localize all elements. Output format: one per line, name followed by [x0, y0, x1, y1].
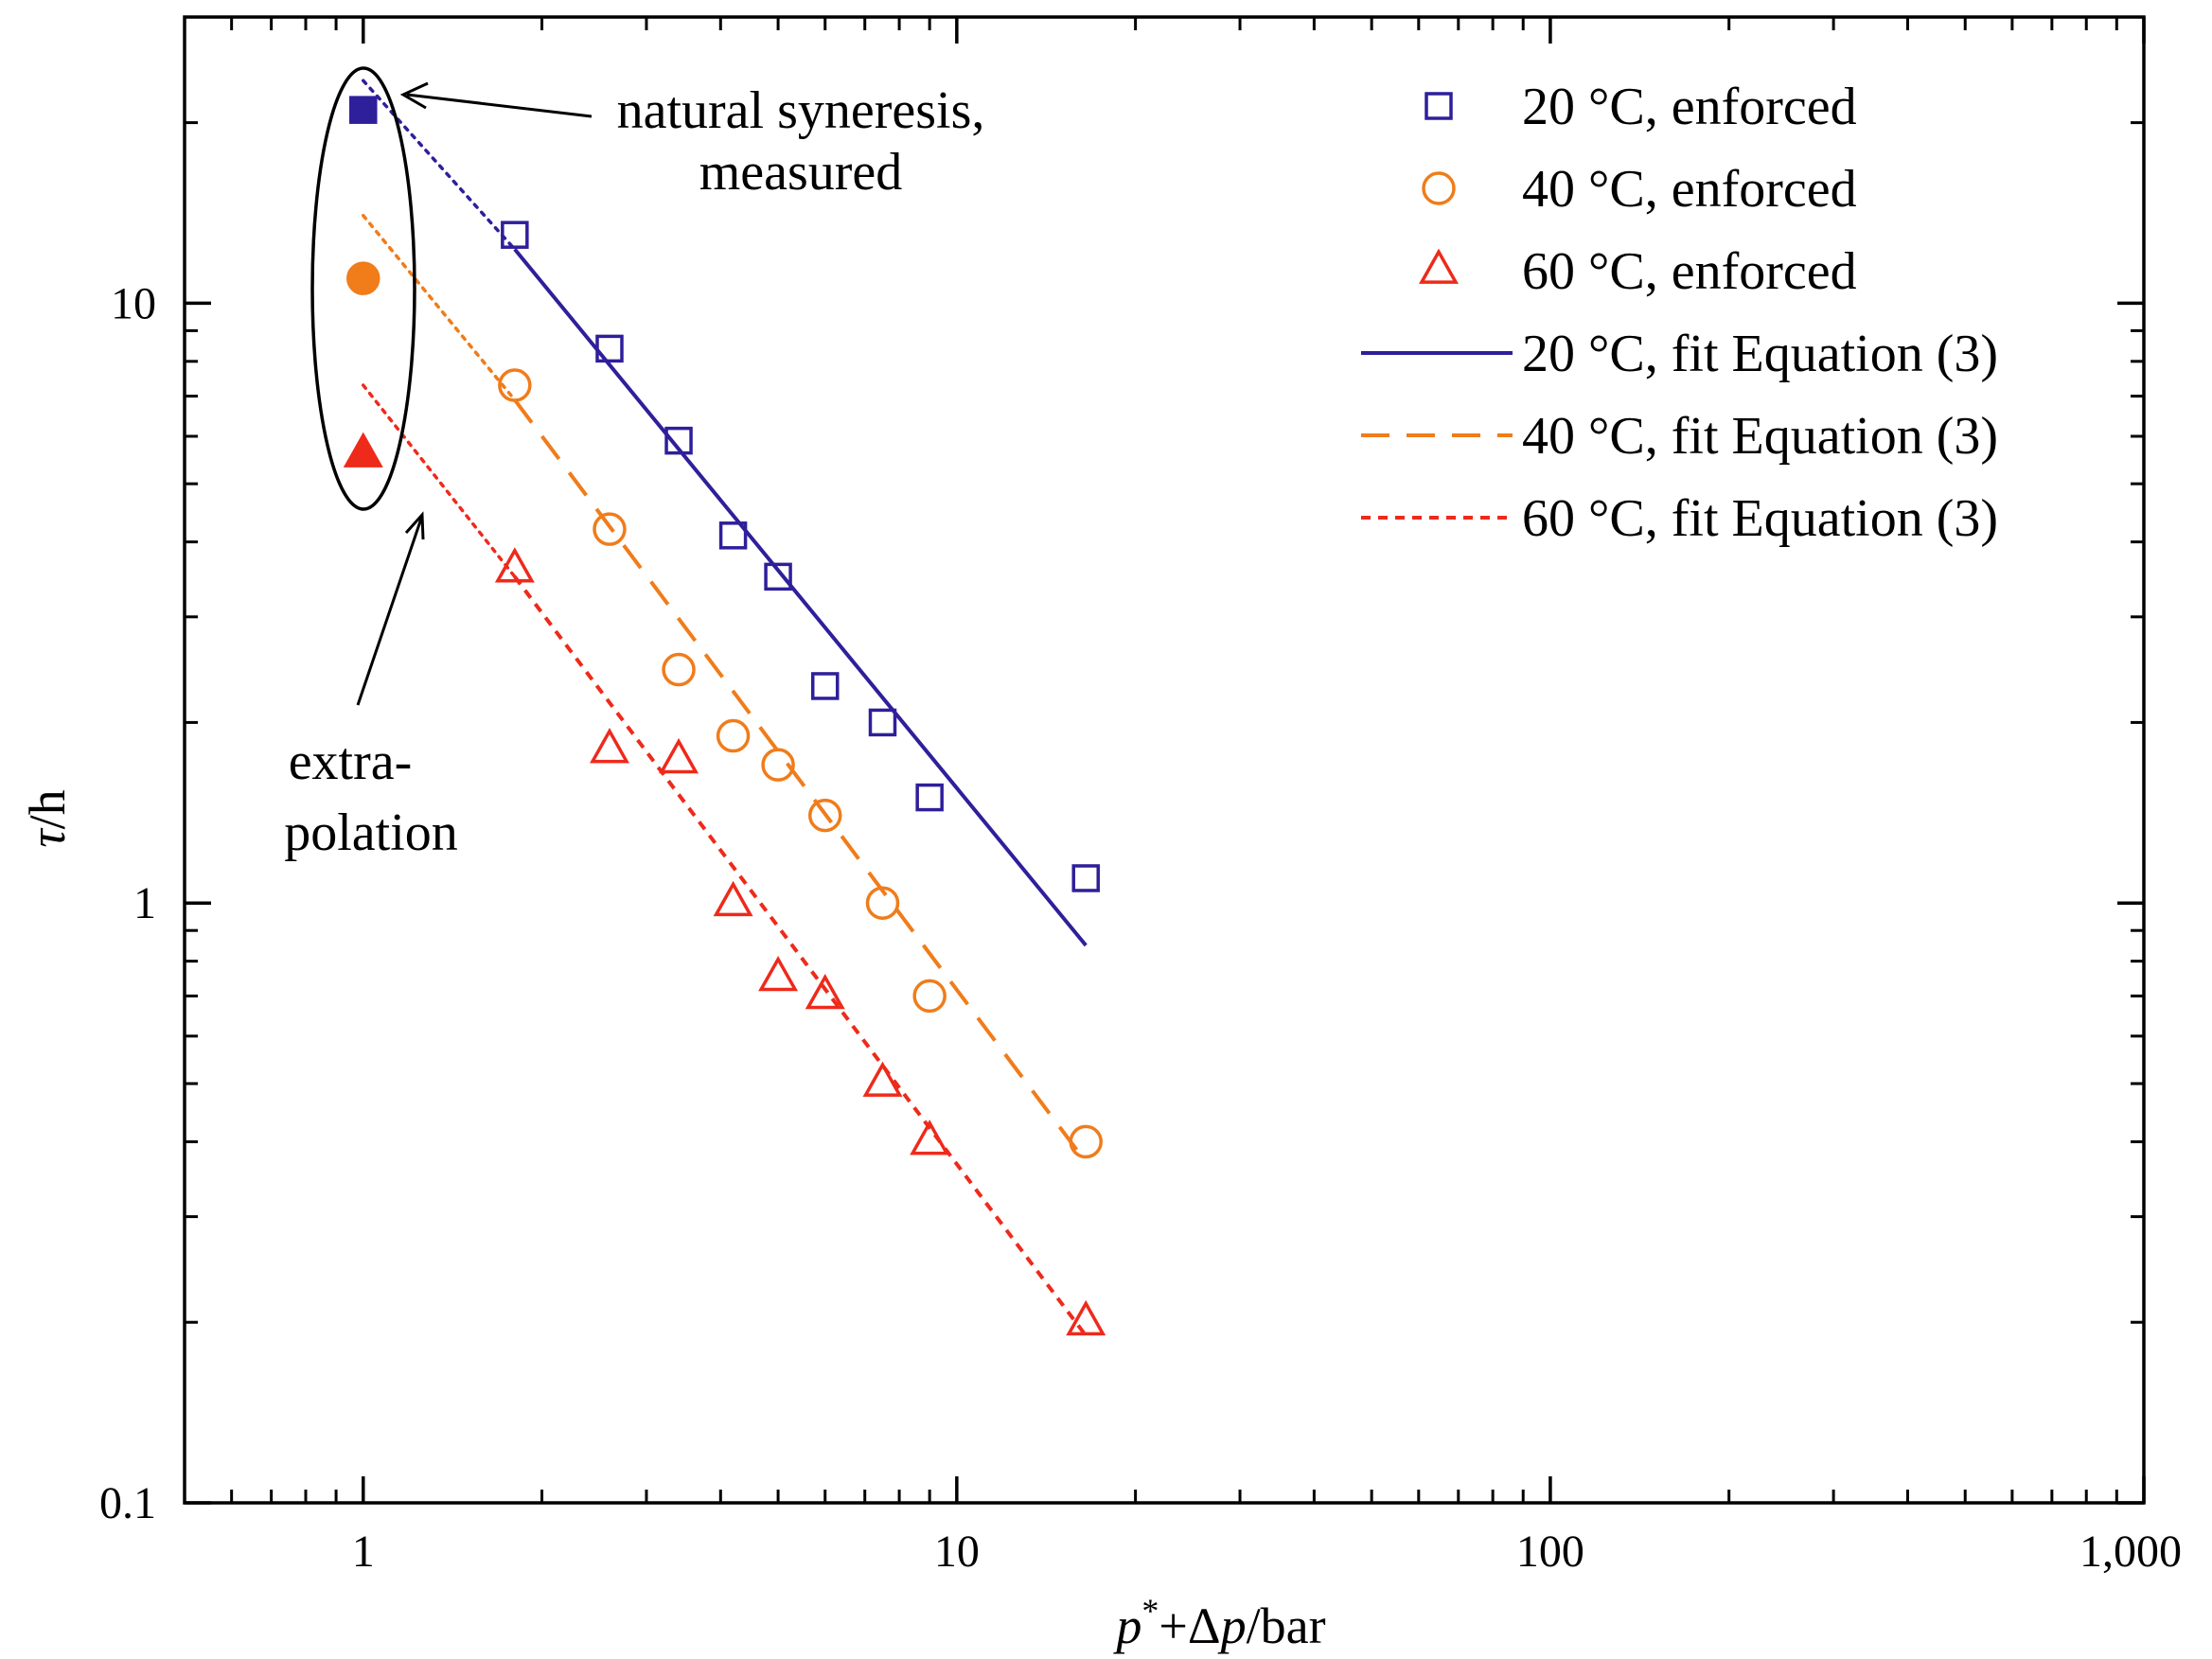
data-point [716, 718, 751, 753]
data-point [1071, 864, 1100, 892]
data-point [807, 798, 842, 833]
data-point [758, 955, 799, 992]
legend-label: 20 °C, fit Equation (3) [1522, 325, 1998, 383]
data-point [494, 547, 535, 583]
fit-lines [362, 79, 1088, 1337]
annotation-natural-line1: natural syneresis, [617, 81, 985, 140]
data-point [501, 221, 529, 249]
measured-point [343, 432, 383, 468]
x-tick-label: 10 [934, 1527, 980, 1577]
data-point [912, 979, 947, 1014]
annotation-extrapolation-line2: polation [284, 803, 458, 862]
plot-frame [183, 15, 2146, 1505]
y-tick-label: 1 [133, 878, 156, 928]
tick-labels: 1 10 100 1,000 0.1 1 10 [99, 278, 2182, 1577]
data-point [761, 748, 795, 782]
measured-ellipse [310, 66, 416, 511]
fit-line [513, 575, 1088, 1337]
extrapolation-line [362, 79, 517, 252]
data-point [1066, 1299, 1106, 1336]
x-tick-label: 1,000 [2079, 1527, 2182, 1577]
data-point [764, 562, 792, 591]
data-point [662, 652, 696, 687]
minor-ticks [185, 17, 2144, 1503]
data-point [664, 426, 693, 455]
legend-marker [1419, 248, 1459, 284]
extrapolation-line [362, 383, 517, 579]
data-point [862, 1061, 903, 1097]
x-tick-label: 1 [352, 1527, 375, 1577]
data-point [868, 708, 897, 737]
measured-point [346, 261, 380, 295]
legend-label: 60 °C, enforced [1522, 242, 1857, 301]
data-point [805, 973, 845, 1010]
legend-marker [1422, 171, 1456, 205]
data-point [718, 521, 748, 550]
x-tick-label: 100 [1516, 1527, 1584, 1577]
data-point [810, 672, 840, 700]
y-tick-label: 10 [111, 278, 156, 328]
legend-label: 20 °C, enforced [1522, 78, 1857, 136]
legend-label: 60 °C, fit Equation (3) [1522, 489, 1998, 548]
data-point [498, 368, 532, 402]
data-point [595, 334, 624, 363]
annotation-natural-line2: measured [699, 143, 903, 202]
data-point [910, 1120, 950, 1156]
legend-label: 40 °C, fit Equation (3) [1522, 407, 1998, 466]
measured-point [349, 96, 378, 124]
data-markers [343, 96, 1106, 1336]
data-point [593, 512, 627, 546]
fit-line [513, 398, 1088, 1164]
data-point [1069, 1124, 1103, 1159]
y-tick-label: 0.1 [99, 1478, 156, 1528]
x-axis-label: p*+Δp/bar [1112, 1592, 1325, 1654]
data-point [659, 737, 699, 774]
data-point [713, 880, 753, 917]
arrow-extrapolation [356, 511, 425, 706]
legend-label: 40 °C, enforced [1522, 160, 1857, 219]
data-point [915, 783, 944, 812]
fit-line [513, 248, 1088, 947]
y-axis-label: τ/h [19, 789, 76, 847]
extrapolation-line [362, 214, 517, 402]
legend-marker [1425, 92, 1453, 120]
arrow-natural [399, 81, 593, 118]
legend: 20 °C, enforced 40 °C, enforced 60 °C, enf… [1361, 78, 1998, 548]
data-point [865, 886, 900, 920]
data-point [589, 727, 629, 764]
annotation-extrapolation-line1: extra- [289, 732, 413, 791]
